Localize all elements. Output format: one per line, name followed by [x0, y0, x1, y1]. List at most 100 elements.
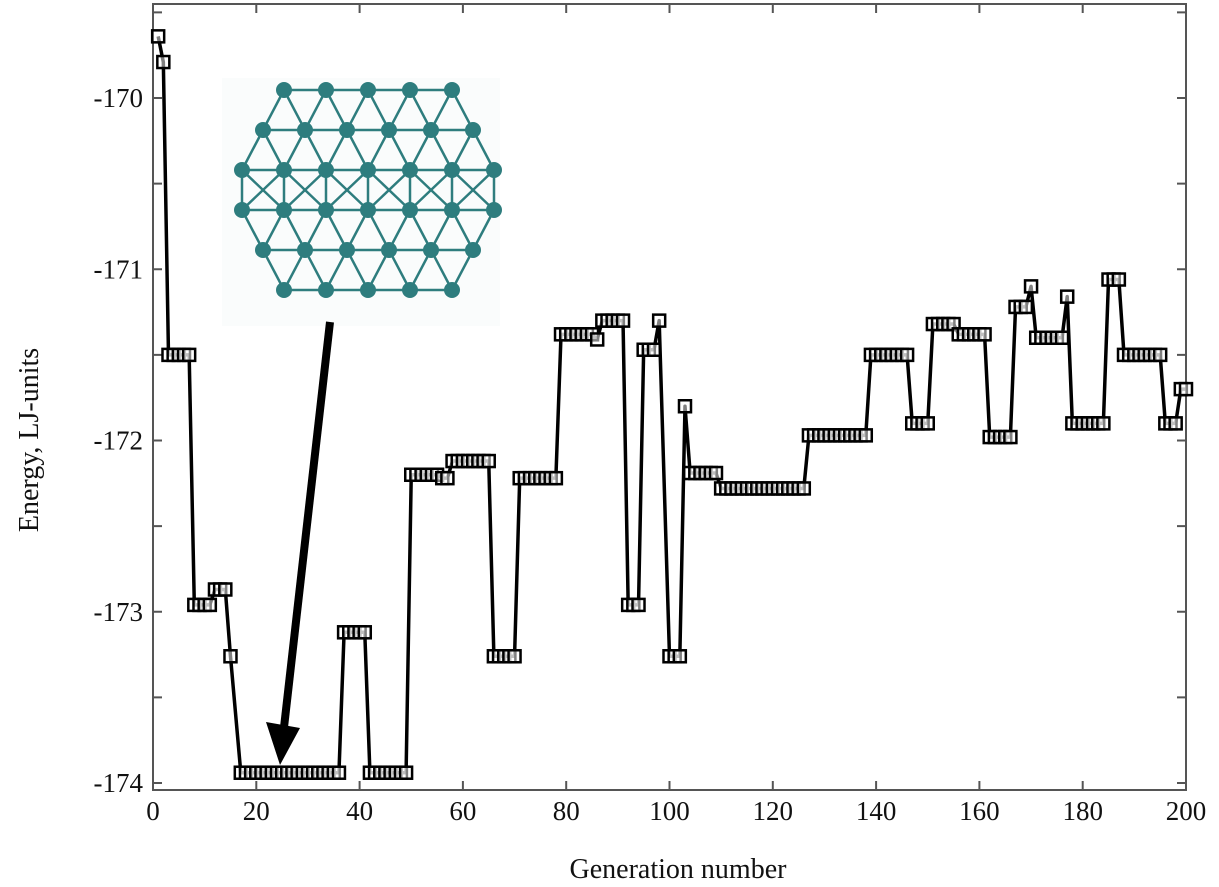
cluster-atom: [423, 242, 439, 258]
arrow-shaft: [278, 321, 334, 746]
data-point-marker: [977, 327, 992, 342]
x-tick-label: 160: [959, 796, 1000, 826]
cluster-atom: [234, 202, 250, 218]
x-tick-label: 40: [346, 796, 373, 826]
data-point-marker: [223, 649, 238, 664]
data-point-marker: [1018, 299, 1034, 315]
data-point-marker: [1178, 381, 1194, 397]
cluster-atom: [486, 202, 502, 218]
cluster-atom: [339, 242, 355, 258]
data-point-marker: [1096, 416, 1111, 431]
y-tick-label: -170: [94, 83, 144, 113]
y-tick-label: -171: [94, 254, 144, 284]
data-point-marker: [331, 765, 347, 780]
cluster-atom: [318, 202, 334, 218]
data-point-marker: [150, 29, 166, 44]
cluster-bond: [241, 169, 285, 211]
data-point-marker: [440, 470, 455, 486]
cluster-bond: [367, 169, 411, 211]
cluster-atom: [360, 162, 376, 178]
cluster-atom: [402, 202, 418, 218]
data-point-marker: [646, 342, 662, 357]
data-point-marker: [1059, 289, 1075, 304]
data-point-marker: [631, 597, 646, 613]
data-point-marker: [1111, 272, 1127, 287]
cluster-inset-image: [222, 78, 502, 326]
x-tick-label: 60: [449, 796, 476, 826]
data-point-marker: [672, 649, 688, 664]
data-point-marker: [357, 625, 373, 640]
data-point-marker: [507, 649, 522, 664]
cluster-bond: [283, 169, 327, 211]
data-point-marker: [548, 470, 564, 486]
axes: 0 20 40 60 80 100 120 140 160 180 200 -170 -171 -172 -…: [94, 3, 1207, 826]
data-point-marker: [156, 54, 171, 70]
cluster-atom: [318, 82, 334, 98]
cluster-atom: [444, 82, 460, 98]
cluster-atom: [402, 82, 418, 98]
cluster-atom: [276, 202, 292, 218]
data-point-marker: [1168, 416, 1183, 431]
cluster-bond: [451, 169, 495, 211]
x-tick-label: 120: [753, 796, 794, 826]
cluster-atom: [255, 122, 271, 138]
data-point-marker: [920, 416, 935, 431]
cluster-atom: [381, 242, 397, 258]
data-point-marker: [708, 465, 724, 481]
cluster-atom: [486, 162, 502, 178]
x-tick-label: 180: [1062, 796, 1103, 826]
x-tick-label: 140: [856, 796, 897, 826]
series-markers: [150, 29, 1194, 780]
data-point-marker: [218, 582, 233, 597]
y-tick-label: -172: [94, 426, 144, 456]
data-point-marker: [1023, 279, 1039, 294]
x-tick-label: 0: [146, 796, 160, 826]
data-point-marker: [181, 347, 197, 363]
data-point-marker: [858, 428, 874, 443]
cluster-atom: [423, 122, 439, 138]
cluster-atom: [360, 202, 376, 218]
cluster-atom: [402, 162, 418, 178]
x-tick-label: 200: [1166, 796, 1207, 826]
data-point-marker: [481, 453, 496, 469]
cluster-atom: [297, 242, 313, 258]
data-point-marker: [899, 347, 915, 363]
x-tick-label: 100: [649, 796, 690, 826]
annotation-arrow: [266, 321, 334, 765]
cluster-atom: [297, 122, 313, 138]
cluster-atom: [360, 82, 376, 98]
data-point-marker: [651, 313, 667, 328]
cluster-bond: [409, 169, 453, 211]
cluster-atom: [465, 122, 481, 138]
cluster-atom: [360, 282, 376, 298]
data-point-marker: [589, 332, 605, 347]
y-tick-label: -174: [94, 768, 144, 798]
cluster-atom: [255, 242, 271, 258]
cluster-atom: [444, 282, 460, 298]
cluster-atom: [318, 162, 334, 178]
cluster-atom: [276, 282, 292, 298]
cluster-atom: [381, 122, 397, 138]
x-tick-label: 80: [553, 796, 580, 826]
data-point-marker: [1054, 330, 1070, 345]
data-point-marker: [202, 597, 218, 613]
cluster-atom: [318, 282, 334, 298]
data-point-marker: [1003, 429, 1018, 445]
cluster-atom: [276, 162, 292, 178]
cluster-atom: [444, 162, 460, 178]
data-point-marker: [677, 399, 693, 414]
data-point-marker: [398, 765, 414, 780]
cluster-atom: [465, 242, 481, 258]
data-point-marker: [796, 481, 812, 496]
arrow-head: [266, 722, 300, 765]
cluster-atom: [339, 122, 355, 138]
y-tick-label: -173: [94, 597, 144, 627]
cluster-atom: [276, 82, 292, 98]
data-point-marker: [615, 313, 631, 328]
data-point-marker: [1152, 347, 1168, 363]
x-tick-label: 20: [243, 796, 270, 826]
x-axis-label: Generation number: [570, 854, 788, 885]
cluster-atom: [234, 162, 250, 178]
cluster-bond: [325, 169, 369, 211]
